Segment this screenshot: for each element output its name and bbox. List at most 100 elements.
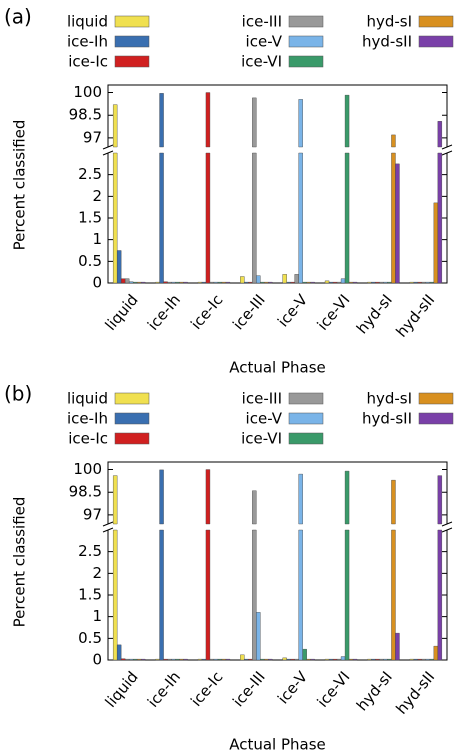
- legend-label: ice-Ic: [68, 430, 108, 448]
- bar: [429, 658, 435, 661]
- bar: [209, 281, 215, 284]
- bar: [306, 281, 311, 284]
- bar: [116, 644, 122, 661]
- bar: [409, 658, 415, 661]
- y-tick-label: 0.5: [78, 629, 102, 647]
- x-tick-label: hyd-sII: [392, 668, 438, 718]
- bar: [413, 281, 419, 284]
- bar: [306, 658, 311, 661]
- y-tick-label: 100: [73, 460, 102, 478]
- bar: [175, 658, 180, 661]
- bar: [383, 658, 388, 661]
- y-tick-label: 0: [92, 274, 102, 292]
- legend-label: ice-V: [246, 33, 283, 51]
- bar: [298, 99, 303, 284]
- bar: [290, 658, 295, 661]
- bar: [205, 469, 211, 661]
- y-tick-label: 1.5: [78, 209, 102, 227]
- bar: [286, 658, 291, 661]
- bar: [352, 658, 358, 661]
- bar: [375, 281, 380, 284]
- y-tick-label: 2.5: [78, 165, 102, 183]
- y-tick-label: 97: [83, 505, 102, 523]
- x-tick-label: ice-V: [274, 290, 312, 330]
- x-axis-label: Actual Phase: [229, 359, 326, 377]
- legend-swatch: [288, 392, 324, 405]
- x-tick-label: ice-III: [229, 668, 269, 710]
- axis-break: [102, 521, 453, 533]
- bar: [225, 281, 231, 284]
- bar: [183, 658, 188, 661]
- bar: [209, 658, 215, 661]
- bar: [124, 658, 130, 661]
- bar: [332, 658, 338, 661]
- bar: [183, 281, 188, 284]
- bar: [155, 658, 160, 661]
- axis-frame: [107, 461, 448, 661]
- bar: [387, 658, 392, 661]
- bar: [175, 281, 180, 284]
- bar: [425, 281, 431, 284]
- x-tick-label: liquid: [102, 291, 142, 334]
- bar: [383, 281, 388, 284]
- legend-label: ice-III: [242, 390, 282, 408]
- x-tick-label: liquid: [102, 668, 142, 711]
- legend-swatch: [114, 15, 150, 28]
- legend-label: hyd-sII: [362, 410, 412, 428]
- bar: [367, 281, 372, 284]
- bar: [260, 658, 265, 661]
- bar: [294, 274, 299, 284]
- legend-swatch: [114, 392, 150, 405]
- legend-swatch: [114, 412, 150, 425]
- x-tick-label: hyd-sI: [353, 668, 396, 714]
- bar: [225, 658, 231, 661]
- bar: [120, 658, 126, 661]
- bar: [264, 658, 269, 661]
- x-axis-label: Actual Phase: [229, 736, 326, 754]
- legend-label: ice-Ih: [67, 410, 108, 428]
- bar: [197, 281, 203, 284]
- bar: [112, 475, 118, 661]
- bar: [264, 281, 269, 284]
- bar: [252, 97, 257, 284]
- x-tick-label: ice-VI: [314, 291, 354, 334]
- bar: [328, 281, 334, 284]
- bar: [324, 280, 330, 284]
- bar: [179, 281, 184, 284]
- legend-swatch: [418, 35, 454, 48]
- bar: [282, 274, 287, 284]
- bar: [136, 658, 142, 661]
- legend-label: hyd-sI: [366, 13, 412, 31]
- bar: [409, 281, 415, 284]
- bar: [302, 281, 307, 284]
- bar: [298, 473, 303, 661]
- bar: [140, 281, 146, 284]
- y-tick-label: 98.5: [69, 106, 102, 124]
- bar: [433, 202, 439, 284]
- bar: [344, 470, 350, 661]
- y-tick-label: 100: [73, 83, 102, 101]
- bar: [197, 658, 203, 661]
- bar: [213, 281, 219, 284]
- bar: [324, 658, 330, 661]
- legend-label: ice-Ic: [68, 53, 108, 71]
- y-tick-label: 98.5: [69, 483, 102, 501]
- bar: [171, 658, 176, 661]
- legend-label: liquid: [67, 390, 108, 408]
- bar: [421, 658, 427, 661]
- y-tick-label: 2: [92, 564, 102, 582]
- bar: [425, 658, 431, 661]
- legend-label: ice-III: [242, 13, 282, 31]
- x-tick-label: hyd-sI: [353, 291, 396, 337]
- y-axis-label: Percent classified: [11, 120, 29, 251]
- legend-swatch: [418, 412, 454, 425]
- y-tick-label: 0.5: [78, 252, 102, 270]
- bar: [136, 281, 142, 284]
- legend-swatch: [114, 432, 150, 445]
- bar: [371, 658, 376, 661]
- bar: [286, 281, 291, 284]
- y-tick-label: 0: [92, 651, 102, 669]
- bar: [240, 276, 245, 284]
- bar: [116, 250, 122, 284]
- legend-label: ice-VI: [241, 430, 282, 448]
